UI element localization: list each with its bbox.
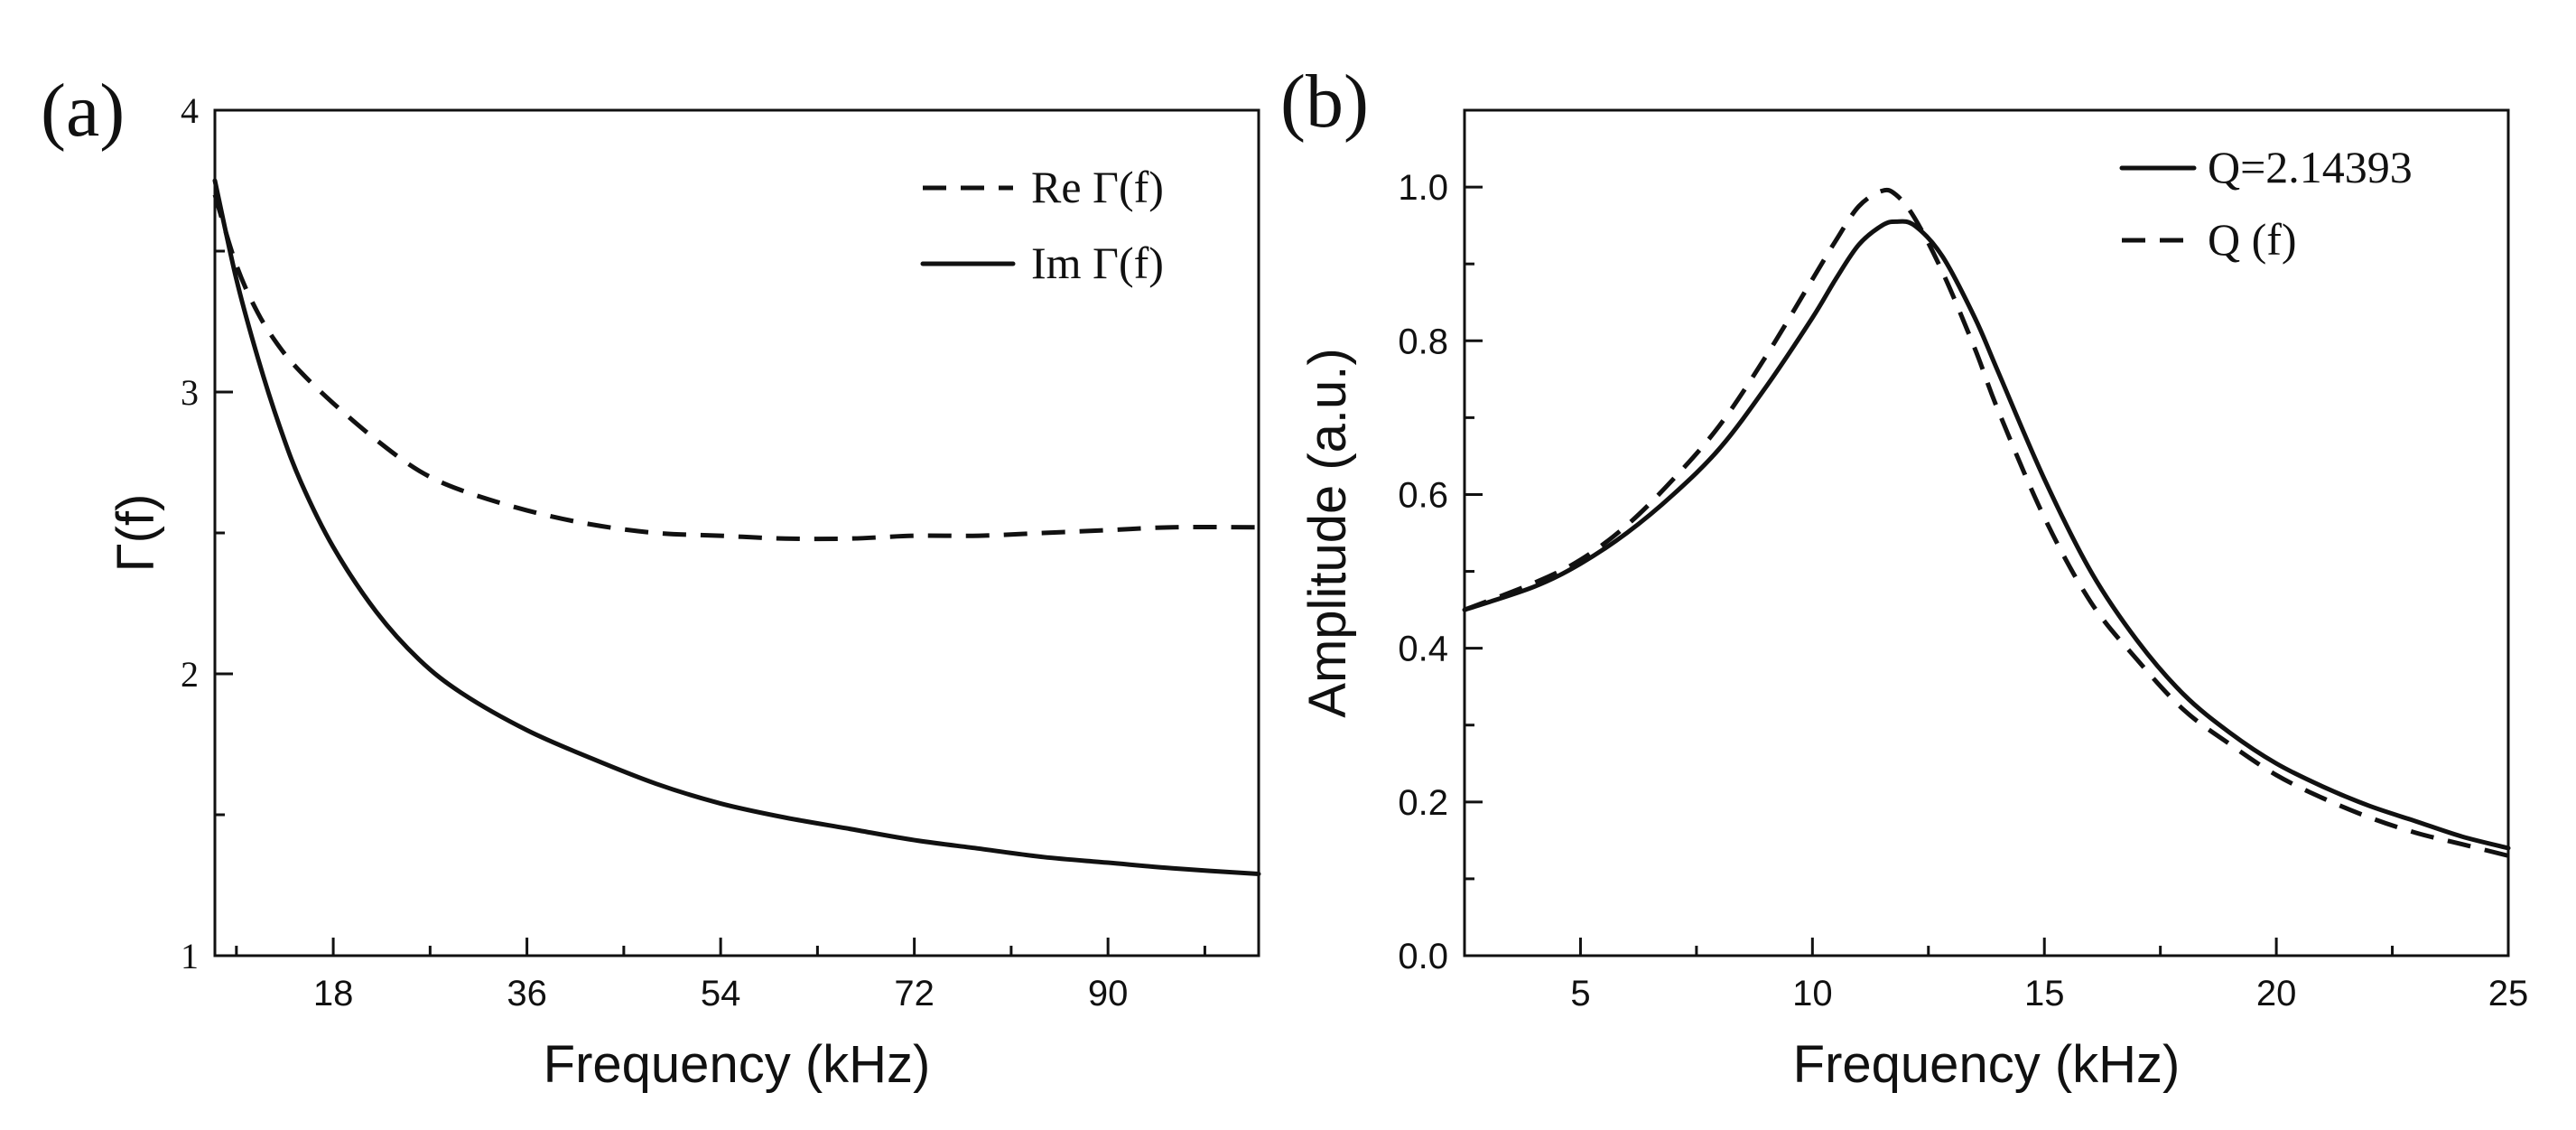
- panel-a-legend: Re Γ(f) Im Γ(f): [920, 162, 1164, 288]
- a-x-tick-label-72: 72: [894, 974, 935, 1013]
- a-series-re-f: [212, 193, 1260, 542]
- panel-b-legend: Q=2.14393 Q (f): [2119, 142, 2413, 265]
- b-series-q-f: [1464, 187, 2509, 858]
- a-x-tick-label-18: 18: [313, 974, 354, 1013]
- panel-b-curves: [1462, 187, 2511, 858]
- legend-label-re-gamma: Re Γ(f): [1031, 162, 1164, 212]
- b-x-tick-label-5: 5: [1570, 974, 1590, 1013]
- legend-label-im-gamma: Im Γ(f): [1031, 238, 1164, 288]
- panel-b-chart: (b) 5 10 15 20 25 0.0 0.2 0.4 0.6 0.8 1.0 Frequenc…: [1280, 60, 2528, 1094]
- panel-a-x-axis-title: Frequency (kHz): [544, 1035, 931, 1094]
- panel-a-y-axis-title: Γ(f): [107, 494, 165, 573]
- a-y-tick-label-3: 3: [181, 372, 199, 413]
- panel-b-label: (b): [1280, 60, 1369, 144]
- b-y-tick-label-0.2: 0.2: [1398, 783, 1448, 823]
- a-y-tick-label-1: 1: [181, 936, 199, 976]
- panel-a-curves: [212, 178, 1261, 877]
- panel-b-y-axis-title: Amplitude (a.u.): [1298, 348, 1357, 717]
- legend-label-q-constant: Q=2.14393: [2208, 142, 2413, 192]
- panel-a-plot-frame: [213, 108, 1260, 957]
- b-y-tick-label-0.6: 0.6: [1398, 475, 1448, 515]
- panel-b-x-axis-title: Frequency (kHz): [1793, 1035, 2181, 1094]
- b-x-tick-label-10: 10: [1792, 974, 1833, 1013]
- panel-b-ticks: 5 10 15 20 25 0.0 0.2 0.4 0.6 0.8 1.0: [1398, 108, 2529, 1013]
- panel-a-label: (a): [41, 69, 125, 153]
- b-y-tick-label-0.8: 0.8: [1398, 322, 1448, 361]
- panel-a-ticks: 18 36 54 72 90 1 2 3 4: [181, 90, 1206, 1013]
- b-y-tick-label-0.4: 0.4: [1398, 630, 1448, 669]
- a-x-tick-label-90: 90: [1088, 974, 1129, 1013]
- a-x-tick-label-36: 36: [507, 974, 547, 1013]
- panel-b-plot-frame: [1463, 108, 2510, 957]
- b-y-tick-label-1: 1.0: [1398, 168, 1448, 208]
- a-y-tick-label-4: 4: [181, 90, 199, 131]
- a-y-tick-label-2: 2: [181, 654, 199, 695]
- legend-label-q-frequency: Q (f): [2208, 214, 2297, 265]
- b-x-tick-label-15: 15: [2024, 974, 2065, 1013]
- b-x-tick-label-20: 20: [2256, 974, 2297, 1013]
- b-x-tick-label-25: 25: [2488, 974, 2529, 1013]
- b-y-tick-label-0: 0.0: [1398, 937, 1448, 976]
- a-x-tick-label-54: 54: [701, 974, 741, 1013]
- a-series-im-f: [212, 178, 1261, 877]
- b-series-q-2-14393: [1462, 219, 2511, 851]
